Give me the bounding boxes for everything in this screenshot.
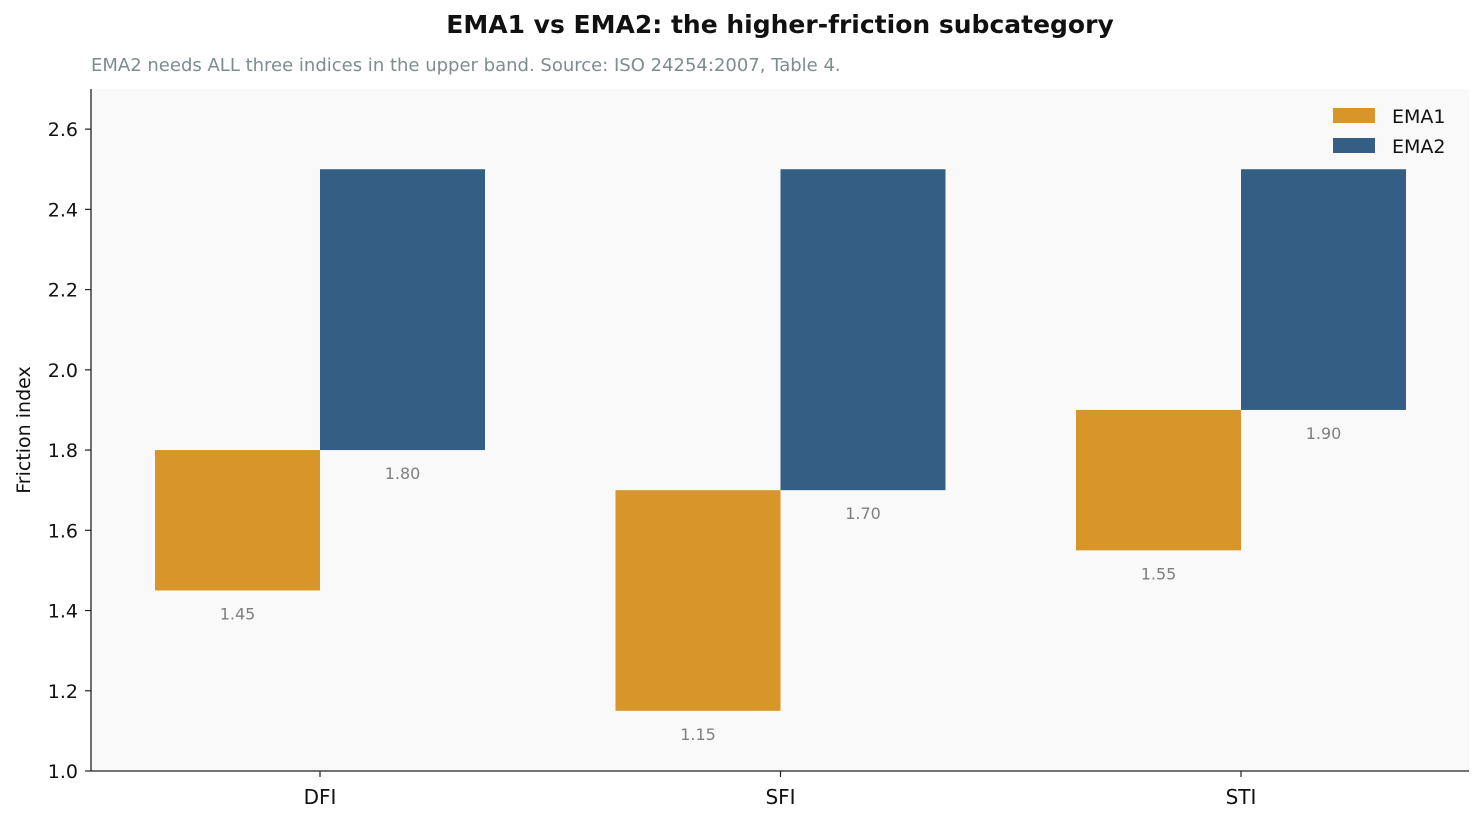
value-label-ema2-sfi: 1.70 bbox=[845, 504, 881, 523]
chart-subtitle: EMA2 needs ALL three indices in the uppe… bbox=[91, 55, 841, 76]
bar-ema2-dfi bbox=[320, 169, 485, 451]
y-axis: 1.0 1.2 1.4 1.6 1.8 2.0 2.2 2.4 2.6 bbox=[48, 89, 92, 783]
x-axis: DFI SFI STI bbox=[91, 770, 1469, 809]
bar-ema1-sti bbox=[1076, 409, 1241, 551]
value-labels: 1.45 1.15 1.55 1.80 1.70 1.90 bbox=[220, 424, 1342, 744]
y-axis-label: Friction index bbox=[13, 366, 35, 494]
legend-swatch-ema1 bbox=[1333, 108, 1375, 123]
y-tick-label: 2.0 bbox=[48, 360, 78, 382]
bar-ema2-sfi bbox=[780, 169, 946, 491]
chart-title: EMA1 vs EMA2: the higher-friction subcat… bbox=[446, 10, 1114, 39]
value-label-ema2-dfi: 1.80 bbox=[385, 464, 421, 483]
legend: EMA1 EMA2 bbox=[1333, 106, 1445, 158]
x-tick-label-sfi: SFI bbox=[765, 785, 795, 809]
y-tick-label: 1.0 bbox=[48, 761, 78, 783]
bar-ema1-sfi bbox=[615, 490, 781, 711]
bar-ema1-dfi bbox=[155, 450, 320, 591]
y-tick-label: 2.6 bbox=[48, 119, 78, 141]
value-label-ema1-sfi: 1.15 bbox=[680, 725, 716, 744]
value-label-ema1-sti: 1.55 bbox=[1141, 564, 1177, 583]
y-tick-label: 1.8 bbox=[48, 440, 78, 462]
legend-label-ema1: EMA1 bbox=[1392, 106, 1445, 128]
value-label-ema2-sti: 1.90 bbox=[1306, 424, 1342, 443]
x-tick-label-dfi: DFI bbox=[304, 785, 337, 809]
bar-ema2-sti bbox=[1241, 169, 1406, 410]
y-tick-label: 1.6 bbox=[48, 520, 78, 542]
legend-label-ema2: EMA2 bbox=[1392, 136, 1445, 158]
x-tick-label-sti: STI bbox=[1226, 785, 1257, 809]
y-tick-label: 1.2 bbox=[48, 681, 78, 703]
value-label-ema1-dfi: 1.45 bbox=[220, 604, 256, 623]
legend-swatch-ema2 bbox=[1333, 138, 1375, 153]
bars bbox=[155, 169, 1406, 711]
y-tick-label: 1.4 bbox=[48, 601, 78, 623]
y-tick-label: 2.2 bbox=[48, 280, 78, 302]
y-tick-label: 2.4 bbox=[48, 199, 78, 221]
